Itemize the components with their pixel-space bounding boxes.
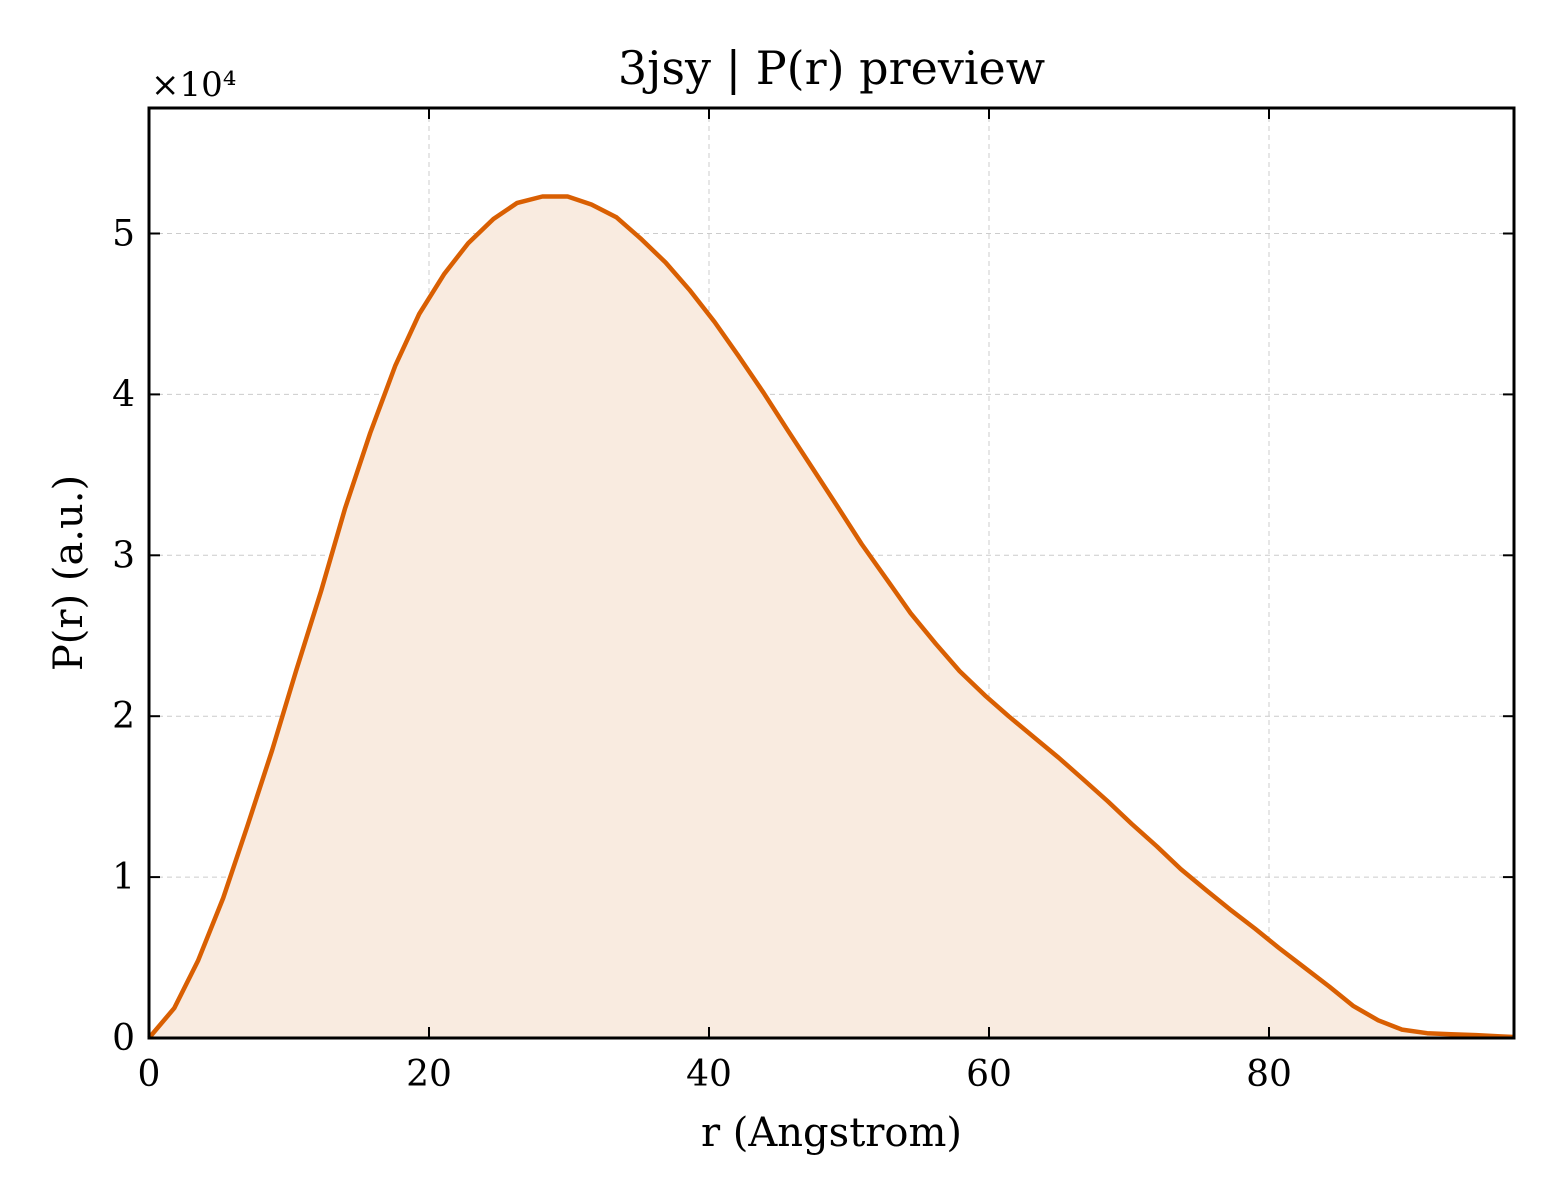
y-tick-label: 1 [112, 857, 135, 898]
y-axis-label: P(r) (a.u.) [46, 475, 92, 671]
pr-series-line [147, 194, 1515, 1040]
y-tick-label: 2 [112, 696, 135, 737]
y-tick-label: 5 [112, 214, 135, 255]
plot-frame [147, 106, 1516, 1040]
pr-area-fill [149, 196, 1514, 1038]
y-tick-label: 3 [112, 535, 135, 576]
axis-ticks: 0 20 40 60 80 0 1 2 3 4 5 [112, 108, 1514, 1095]
x-axis-label: r (Angstrom) [701, 1110, 962, 1156]
x-tick-label: 20 [406, 1054, 452, 1095]
x-tick-label: 40 [686, 1054, 732, 1095]
chart-title: 3jsy | P(r) preview [618, 41, 1045, 95]
y-tick-label: 0 [112, 1018, 135, 1059]
x-tick-label: 60 [966, 1054, 1012, 1095]
y-axis-offset-label: ×10⁴ [151, 65, 236, 105]
x-tick-label: 80 [1246, 1054, 1292, 1095]
y-tick-label: 4 [112, 374, 135, 415]
x-tick-label: 0 [138, 1054, 161, 1095]
